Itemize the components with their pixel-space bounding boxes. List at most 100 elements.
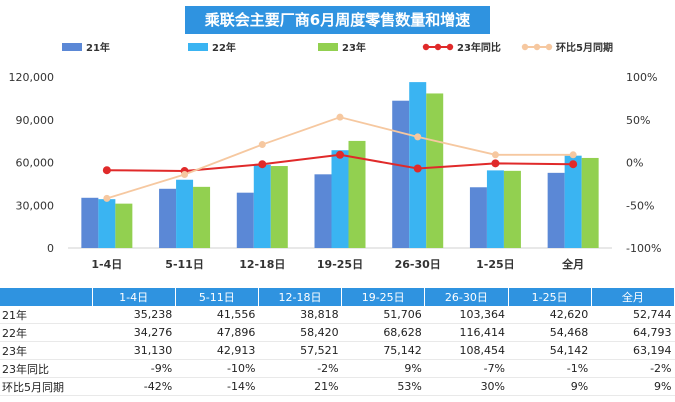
table-cell: 54,468 [508,323,592,342]
table-header-cell [0,288,93,306]
y-left-tick-label: 90,000 [16,114,55,127]
table-cell: -14% [175,377,259,396]
table-cell: 64,793 [591,323,675,342]
table-header-cell: 1-4日 [92,288,176,306]
table-cell: -7% [424,359,509,378]
table-header-cell: 12-18日 [258,288,343,306]
table-row-label: 23年同比 [0,359,92,378]
y-right-tick-label: 0% [626,157,643,170]
table-cell: 42,620 [508,306,592,324]
table-row-label: 23年 [0,341,92,360]
bar-22年 [253,164,271,248]
table-cell: 68,628 [341,323,425,342]
legend-swatch-marker [545,43,553,51]
table-cell: 34,276 [92,323,176,342]
x-tick-label: 全月 [561,257,584,271]
x-tick-label: 1-25日 [476,258,515,271]
x-tick-label: 26-30日 [395,258,441,271]
y-left-tick-label: 30,000 [16,199,55,212]
table-cell: -2% [258,359,342,378]
table-cell: 63,194 [591,341,675,360]
table-cell: -10% [175,359,259,378]
table-cell: 30% [424,377,509,396]
bar-23年 [193,186,211,248]
y-right-tick-label: 100% [626,71,657,84]
table-cell: 75,142 [341,341,425,360]
point-23年同比 [102,166,111,175]
point-23年同比 [258,160,267,169]
table-cell: 41,556 [175,306,259,324]
table-cell: 54,142 [508,341,592,360]
legend-label: 环比5月同期 [556,41,613,54]
x-tick-label: 12-18日 [239,258,285,271]
table-row: 23年同比 -9% -10% -2% 9% -7% -1% -2% [0,359,675,378]
table-header-cell: 5-11日 [175,288,259,306]
legend-swatch [62,43,82,51]
bar-22年 [331,150,349,248]
bar-22年 [98,199,116,248]
point-23年同比 [336,150,344,159]
point-环比5月同期 [258,141,266,149]
bar-21年 [547,172,565,248]
table-cell: 35,238 [92,306,176,324]
bar-21年 [236,192,254,248]
table-cell: -2% [591,359,675,378]
table-row: 22年 34,276 47,896 58,420 68,628 116,414 54,468… [0,323,675,342]
point-23年同比 [491,159,500,168]
table-row: 23年 31,130 42,913 57,521 75,142 108,454 54,142… [0,341,675,360]
point-环比5月同期 [336,113,344,121]
point-环比5月同期 [103,194,111,202]
table-cell: 38,818 [258,306,342,324]
table-cell: 57,521 [258,341,342,360]
y-left-tick-label: 60,000 [16,157,55,170]
bar-21年 [81,197,99,248]
point-23年同比 [413,164,422,173]
bar-21年 [314,174,332,248]
bar-23年 [426,93,444,248]
bar-21年 [392,100,410,248]
table-cell: 53% [341,377,425,396]
legend-label: 23年同比 [457,41,501,54]
x-tick-label: 5-11日 [165,258,204,271]
table-cell: 9% [341,359,425,378]
table-header-cell: 1-25日 [508,288,592,306]
bar-22年 [486,170,504,248]
table-cell: 47,896 [175,323,259,342]
point-环比5月同期 [414,133,422,141]
x-tick-label: 1-4日 [91,258,122,271]
bar-23年 [503,170,521,248]
table-cell: -9% [92,359,176,378]
table-row-label: 环比5月同期 [0,377,92,396]
bar-22年 [176,179,194,248]
legend-swatch-marker [533,43,541,51]
legend-swatch-marker [422,43,430,51]
legend-label: 21年 [86,41,110,54]
y-right-tick-label: -50% [626,199,654,212]
table-row-label: 21年 [0,306,92,324]
table-cell: 52,744 [591,306,675,324]
point-环比5月同期 [569,151,577,159]
table-cell: 108,454 [424,341,509,360]
point-环比5月同期 [491,151,499,159]
table-header-cell: 19-25日 [341,288,426,306]
chart-area: 0 30,000 60,000 90,000 120,000 -100% -50% 0% 50%… [9,41,662,271]
legend-swatch-marker [446,43,454,51]
table-cell: -42% [92,377,176,396]
bar-23年 [348,140,366,248]
data-table: 1-4日 5-11日 12-18日 19-25日 26-30日 1-25日 全月 21年 35… [0,288,675,396]
legend-label: 22年 [212,41,236,54]
x-tick-label: 19-25日 [317,258,363,271]
point-23年同比 [569,160,578,169]
bar-21年 [469,187,487,248]
legend-swatch-marker [521,43,529,51]
table-cell: 103,364 [424,306,509,324]
chart-title: 乘联会主要厂商6月周度零售数量和增速 [185,6,490,34]
y-left-tick-label: 0 [47,242,54,255]
table-row: 环比5月同期 -42% -14% 21% 53% 30% 9% 9% [0,377,675,396]
bar-23年 [115,203,133,248]
legend-swatch [188,43,208,51]
legend-label: 23年 [342,41,366,54]
point-环比5月同期 [181,170,189,178]
table-cell: -1% [508,359,592,378]
table-row: 21年 35,238 41,556 38,818 51,706 103,364 42,620… [0,306,675,324]
